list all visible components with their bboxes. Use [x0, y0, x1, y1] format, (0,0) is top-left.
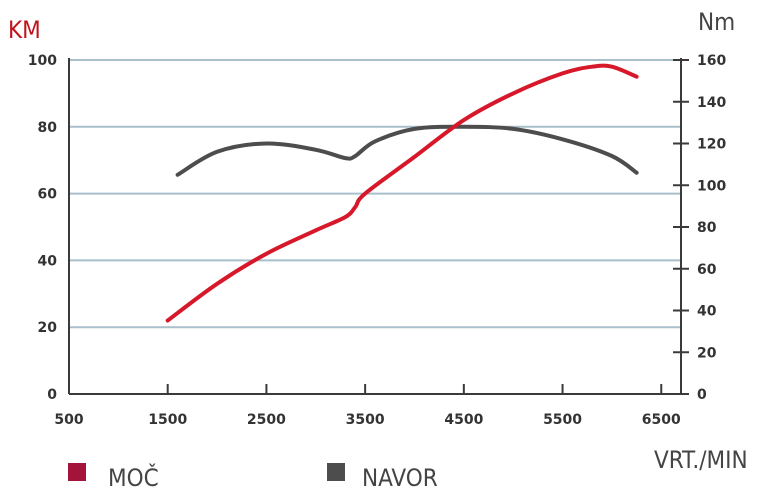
legend-label-moc: MOČ: [108, 462, 159, 492]
left-tick-20: 20: [38, 320, 58, 336]
right-axis-unit-label: Nm: [698, 8, 735, 36]
right-tick-140: 140: [697, 95, 726, 111]
left-tick-60: 60: [38, 187, 58, 203]
series-line-navor: [175, 124, 639, 177]
x-tick-2500: 2500: [247, 412, 286, 428]
x-tick-6500: 6500: [642, 412, 681, 428]
right-tick-160: 160: [697, 53, 726, 69]
right-tick-40: 40: [697, 304, 717, 320]
axes: [68, 58, 682, 395]
legend-swatch-navor: [327, 463, 345, 481]
left-axis-unit-label: KM: [8, 16, 41, 44]
right-tick-60: 60: [697, 262, 717, 278]
series-lines: [165, 63, 639, 323]
left-tick-100: 100: [28, 53, 57, 69]
x-axis-ticks: 500 1500 2500 3500 4500 5500 6500: [54, 384, 681, 428]
left-tick-40: 40: [38, 253, 58, 269]
legend-swatch-moc: [68, 463, 86, 481]
right-tick-100: 100: [697, 178, 726, 194]
x-tick-5500: 5500: [543, 412, 582, 428]
x-axis-unit-label: VRT./MIN: [654, 446, 748, 474]
legend-label-navor: NAVOR: [362, 464, 438, 492]
left-tick-80: 80: [38, 120, 58, 136]
x-tick-4500: 4500: [444, 412, 483, 428]
gridlines: [69, 59, 681, 329]
right-tick-0: 0: [697, 387, 707, 403]
x-tick-1500: 1500: [148, 412, 187, 428]
right-tick-120: 120: [697, 137, 726, 153]
left-axis-ticks: 0 20 40 60 80 100: [28, 53, 57, 403]
right-tick-20: 20: [697, 345, 717, 361]
series-line-moc: [165, 63, 639, 323]
right-axis-ticks: 0 20 40 60 80 100 120 140 160: [673, 53, 726, 403]
x-tick-3500: 3500: [346, 412, 385, 428]
x-tick-500: 500: [54, 412, 83, 428]
legend: MOČ NAVOR: [68, 462, 438, 492]
left-tick-0: 0: [47, 387, 57, 403]
right-tick-80: 80: [697, 220, 717, 236]
